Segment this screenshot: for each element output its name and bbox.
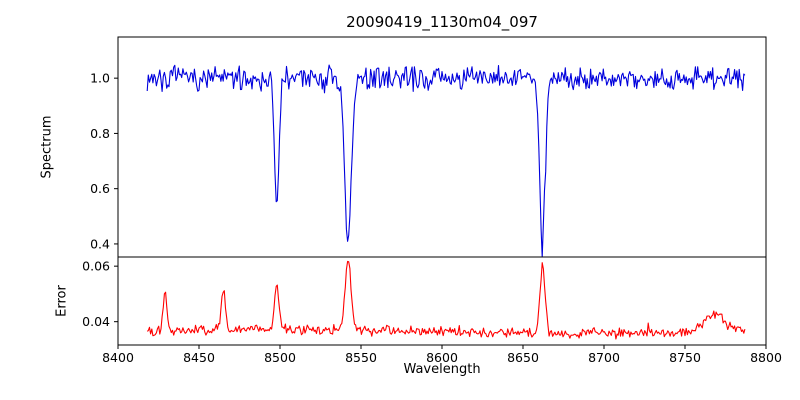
spectrum-line (146, 64, 746, 258)
spectrum-y-tick-label: 1.0 (90, 71, 110, 86)
x-tick-label: 8550 (345, 350, 377, 365)
x-tick-label: 8700 (588, 350, 620, 365)
x-axis-label: Wavelength (403, 362, 481, 377)
spectrum-y-axis-label: Spectrum (39, 115, 55, 179)
x-tick-label: 8800 (750, 350, 782, 365)
spectrum-y-tick-label: 0.6 (90, 181, 110, 196)
x-tick-label: 8400 (102, 350, 134, 365)
x-tick-label: 8650 (507, 350, 539, 365)
x-tick-label: 8500 (264, 350, 296, 365)
error-y-tick-label: 0.04 (82, 314, 110, 329)
chart-title: 20090419_1130m04_097 (346, 13, 538, 31)
error-y-tick-label: 0.06 (82, 259, 110, 274)
error-y-axis-label: Error (54, 285, 70, 317)
spectrum-y-tick-label: 0.4 (90, 236, 110, 251)
x-tick-label: 8750 (669, 350, 701, 365)
x-tick-label: 8450 (183, 350, 215, 365)
spectrum-y-tick-label: 0.8 (90, 126, 110, 141)
error-line (146, 260, 746, 340)
x-tick-label: 8600 (426, 350, 458, 365)
